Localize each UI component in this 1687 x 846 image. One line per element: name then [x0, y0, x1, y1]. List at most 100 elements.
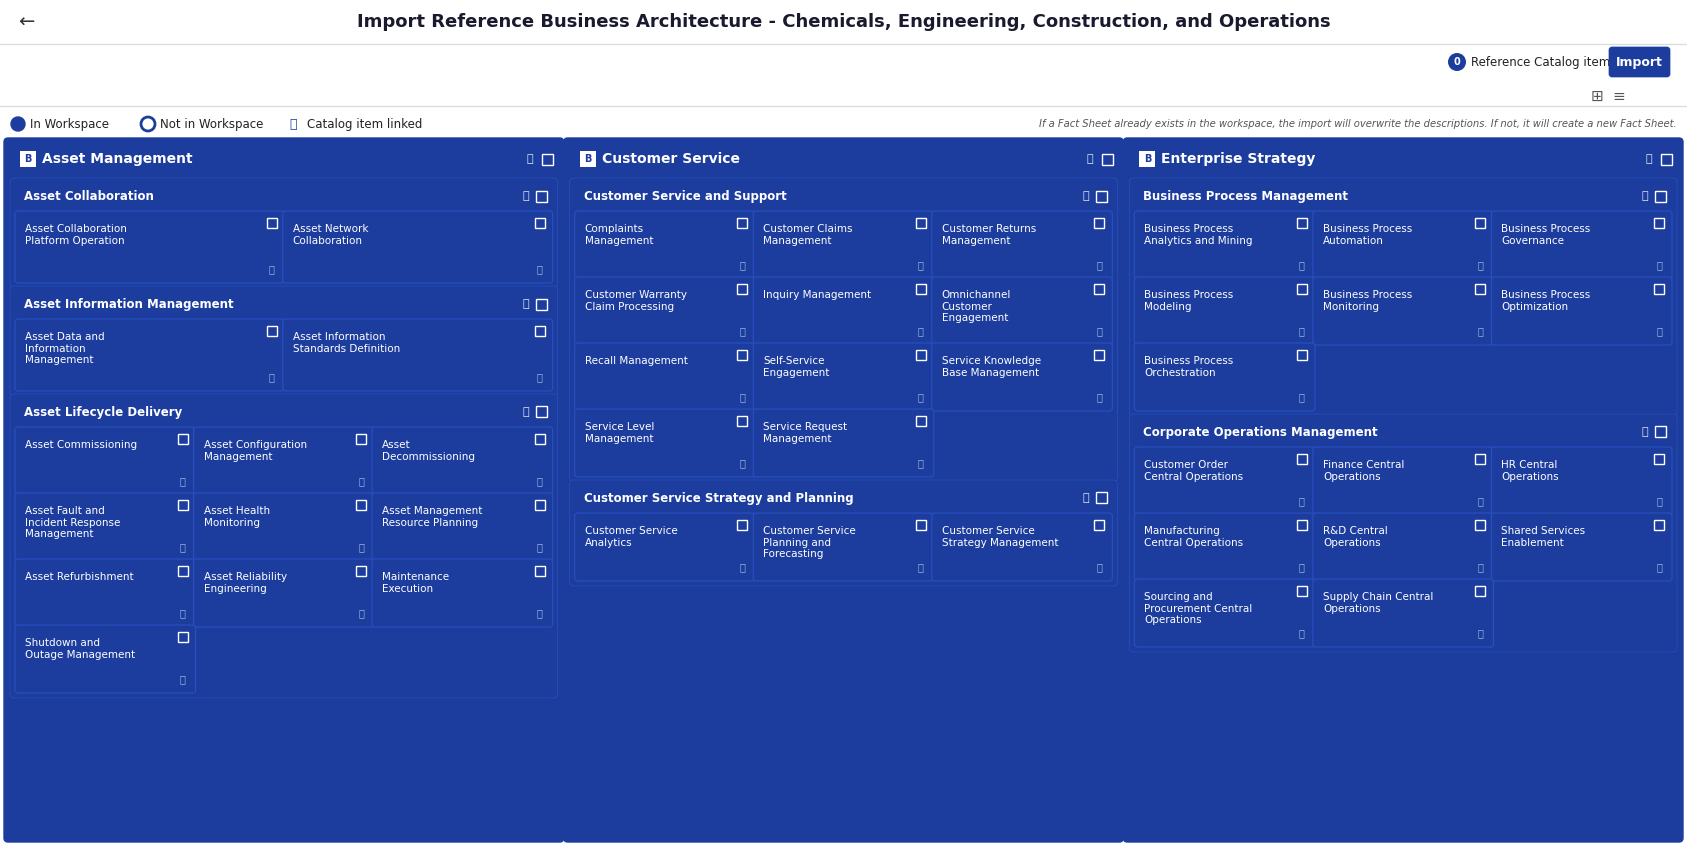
Text: Customer Service and Support: Customer Service and Support	[584, 190, 786, 202]
Text: ⛓: ⛓	[1299, 496, 1304, 506]
FancyBboxPatch shape	[752, 409, 935, 477]
FancyBboxPatch shape	[1312, 513, 1493, 581]
Circle shape	[1447, 53, 1466, 71]
Text: ⛓: ⛓	[918, 326, 924, 336]
Text: ⛓: ⛓	[536, 372, 543, 382]
Text: ⛓: ⛓	[1657, 562, 1662, 572]
FancyBboxPatch shape	[931, 277, 1112, 345]
FancyBboxPatch shape	[1134, 211, 1314, 279]
Text: ⛓: ⛓	[1081, 191, 1088, 201]
Bar	[1297, 586, 1307, 596]
FancyBboxPatch shape	[1134, 277, 1314, 345]
Text: ⛓: ⛓	[1299, 260, 1304, 270]
Bar	[1095, 218, 1105, 228]
Bar	[267, 326, 277, 336]
Bar	[536, 190, 547, 201]
Bar	[1139, 151, 1156, 167]
Bar	[737, 350, 747, 360]
Text: Customer Returns
Management: Customer Returns Management	[941, 224, 1036, 245]
Text: ⛓: ⛓	[179, 674, 186, 684]
Bar	[356, 434, 366, 444]
Text: ⛓: ⛓	[918, 260, 924, 270]
Bar	[177, 566, 187, 576]
Bar	[535, 218, 545, 228]
Bar	[535, 434, 545, 444]
Text: ⛓: ⛓	[179, 542, 186, 552]
Text: Business Process
Automation: Business Process Automation	[1323, 224, 1412, 245]
Bar	[1476, 284, 1486, 294]
Text: Customer Claims
Management: Customer Claims Management	[763, 224, 852, 245]
Text: Asset Fault and
Incident Response
Management: Asset Fault and Incident Response Manage…	[25, 506, 120, 539]
FancyBboxPatch shape	[373, 427, 553, 495]
Bar	[737, 218, 747, 228]
FancyBboxPatch shape	[15, 427, 196, 495]
Bar	[1653, 520, 1663, 530]
Text: ⛓: ⛓	[739, 326, 746, 336]
Text: ⛓: ⛓	[1657, 496, 1662, 506]
Text: ⛓: ⛓	[1478, 496, 1483, 506]
Text: ⛓: ⛓	[739, 260, 746, 270]
Circle shape	[12, 117, 25, 131]
Bar	[536, 299, 547, 310]
Text: Recall Management: Recall Management	[585, 356, 688, 366]
Text: ⛓: ⛓	[739, 562, 746, 572]
FancyBboxPatch shape	[283, 319, 553, 391]
Text: Customer Service Strategy and Planning: Customer Service Strategy and Planning	[584, 492, 854, 504]
Text: Corporate Operations Management: Corporate Operations Management	[1144, 426, 1378, 438]
FancyBboxPatch shape	[570, 178, 1117, 482]
Text: Service Knowledge
Base Management: Service Knowledge Base Management	[941, 356, 1041, 377]
FancyBboxPatch shape	[752, 343, 935, 411]
FancyBboxPatch shape	[575, 277, 756, 345]
Text: Business Process
Modeling: Business Process Modeling	[1144, 290, 1233, 311]
FancyBboxPatch shape	[10, 286, 558, 396]
Bar	[1655, 426, 1667, 437]
Bar	[535, 326, 545, 336]
Text: Service Level
Management: Service Level Management	[585, 422, 655, 443]
Bar	[542, 153, 553, 164]
Bar	[535, 566, 545, 576]
Text: ⛓: ⛓	[523, 299, 530, 309]
Text: Customer Service
Analytics: Customer Service Analytics	[585, 526, 678, 547]
FancyBboxPatch shape	[1312, 211, 1493, 279]
Bar	[737, 284, 747, 294]
FancyBboxPatch shape	[752, 513, 935, 581]
Text: ⛓: ⛓	[523, 407, 530, 417]
Text: HR Central
Operations: HR Central Operations	[1501, 460, 1559, 481]
Bar	[1476, 218, 1486, 228]
Bar	[1653, 218, 1663, 228]
FancyBboxPatch shape	[10, 394, 558, 698]
Text: Business Process
Governance: Business Process Governance	[1501, 224, 1591, 245]
Text: ⛓: ⛓	[1097, 392, 1102, 402]
Text: Self-Service
Engagement: Self-Service Engagement	[763, 356, 830, 377]
Text: Import Reference Business Architecture - Chemicals, Engineering, Construction, a: Import Reference Business Architecture -…	[356, 13, 1331, 31]
Bar	[177, 632, 187, 642]
Text: Asset Management
Resource Planning: Asset Management Resource Planning	[383, 506, 482, 528]
Bar	[1297, 454, 1307, 464]
Bar	[1095, 284, 1105, 294]
FancyBboxPatch shape	[194, 427, 375, 495]
Text: Asset Reliability
Engineering: Asset Reliability Engineering	[204, 572, 287, 594]
FancyBboxPatch shape	[752, 277, 935, 345]
Text: ⛓: ⛓	[1086, 154, 1093, 164]
FancyBboxPatch shape	[15, 319, 285, 391]
Bar	[916, 520, 926, 530]
Text: Asset Collaboration
Platform Operation: Asset Collaboration Platform Operation	[25, 224, 127, 245]
Text: ⛓: ⛓	[526, 154, 533, 164]
FancyBboxPatch shape	[1491, 211, 1672, 279]
Bar	[1476, 520, 1486, 530]
Text: Finance Central
Operations: Finance Central Operations	[1323, 460, 1404, 481]
Bar	[580, 151, 596, 167]
Text: Maintenance
Execution: Maintenance Execution	[383, 572, 449, 594]
Text: Asset Collaboration: Asset Collaboration	[24, 190, 154, 202]
Bar	[1097, 492, 1107, 503]
Text: Asset Network
Collaboration: Asset Network Collaboration	[294, 224, 368, 245]
FancyBboxPatch shape	[1129, 414, 1677, 652]
Bar	[1476, 454, 1486, 464]
Text: ⛓: ⛓	[268, 264, 275, 274]
Text: Customer Order
Central Operations: Customer Order Central Operations	[1144, 460, 1243, 481]
Bar	[737, 520, 747, 530]
Bar	[177, 434, 187, 444]
FancyBboxPatch shape	[1491, 277, 1672, 345]
Text: Asset Commissioning: Asset Commissioning	[25, 440, 137, 450]
Bar	[1653, 454, 1663, 464]
